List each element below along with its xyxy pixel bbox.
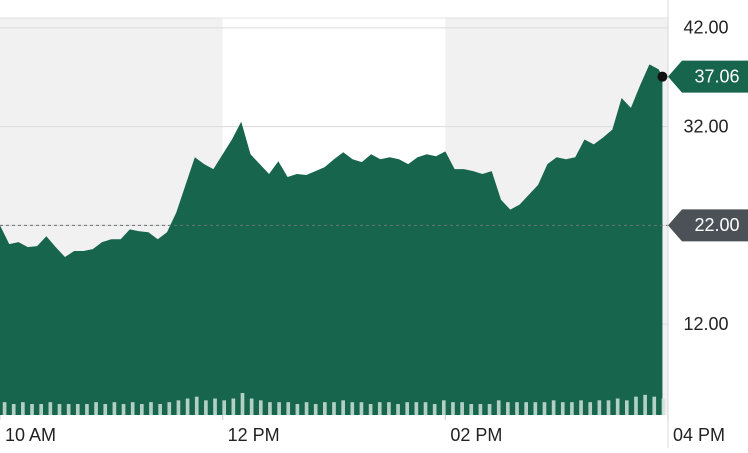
volume-bar [213, 398, 217, 415]
volume-bar [496, 400, 501, 415]
volume-bar [240, 393, 245, 415]
volume-bar [304, 402, 309, 415]
volume-bar [368, 404, 373, 415]
volume-bar [130, 402, 135, 415]
volume-bar [66, 404, 71, 415]
volume-bar [286, 402, 291, 415]
volume-bar [85, 404, 89, 415]
last-price-label: 37.06 [694, 66, 739, 86]
volume-bar [341, 400, 345, 415]
volume-bar [551, 400, 556, 415]
x-tick-label: 04 PM [673, 425, 725, 445]
volume-bar [624, 400, 629, 415]
volume-bar [185, 398, 190, 415]
y-tick-label: 12.00 [683, 314, 728, 334]
volume-bar [396, 404, 400, 415]
volume-bar [441, 400, 446, 415]
volume-bar [258, 400, 263, 415]
volume-bar [634, 396, 638, 415]
volume-bar [652, 396, 657, 415]
previous-close-badge [668, 209, 748, 242]
volume-bar [194, 396, 199, 415]
volume-bar [149, 402, 153, 415]
y-tick-label: 42.00 [683, 18, 728, 38]
volume-bar [222, 400, 227, 415]
volume-bar [377, 402, 382, 415]
x-tick-label: 02 PM [450, 425, 502, 445]
volume-bar [30, 404, 34, 415]
volume-bar [39, 404, 44, 415]
volume-bar [405, 402, 410, 415]
volume-bar [387, 402, 391, 415]
volume-bar [579, 400, 583, 415]
volume-bar [478, 404, 483, 415]
volume-bar [231, 398, 236, 415]
volume-bar [249, 398, 254, 415]
volume-bar [167, 402, 172, 415]
volume-bar [606, 400, 611, 415]
volume-bar [313, 404, 318, 415]
volume-bar [597, 400, 602, 415]
x-tick-label: 10 AM [5, 425, 56, 445]
volume-bar [460, 402, 464, 415]
volume-bar [277, 402, 281, 415]
volume-bar [112, 402, 117, 415]
volume-bar [542, 402, 547, 415]
volume-bar [176, 400, 181, 415]
volume-bar [2, 402, 7, 415]
volume-bar [487, 404, 492, 415]
x-tick-label: 12 PM [228, 425, 280, 445]
volume-bar [48, 402, 53, 415]
volume-bar [560, 402, 565, 415]
volume-bar [350, 402, 355, 415]
volume-bar [524, 402, 528, 415]
volume-bar [295, 404, 300, 415]
volume-bar [414, 402, 419, 415]
last-price-dot [657, 71, 668, 82]
volume-bar [469, 404, 474, 415]
volume-bar [661, 398, 666, 415]
volume-bar [121, 404, 126, 415]
volume-bar [332, 402, 336, 415]
volume-bar [506, 402, 510, 415]
volume-bar [103, 404, 108, 415]
last-price-badge [668, 60, 748, 93]
volume-bar [515, 402, 519, 415]
price-area [0, 64, 663, 416]
volume-bar [588, 402, 593, 415]
volume-bar [94, 402, 98, 415]
volume-bar [570, 402, 574, 415]
volume-bar [75, 404, 80, 415]
volume-bar [423, 402, 428, 415]
volume-bar [643, 394, 647, 415]
volume-bar [204, 400, 208, 415]
volume-bar [11, 404, 16, 415]
volume-bar [140, 404, 144, 415]
volume-bar [158, 404, 162, 415]
y-tick-label: 32.00 [683, 116, 728, 136]
volume-bar [268, 402, 272, 415]
volume-bar [432, 404, 437, 415]
previous-close-label: 22.00 [694, 215, 739, 235]
volume-bar [21, 402, 25, 415]
volume-bar [57, 404, 62, 415]
volume-bar [359, 402, 364, 415]
volume-bar [323, 402, 327, 415]
volume-bar [533, 402, 538, 415]
volume-bar [615, 398, 620, 415]
volume-bar [451, 402, 455, 415]
